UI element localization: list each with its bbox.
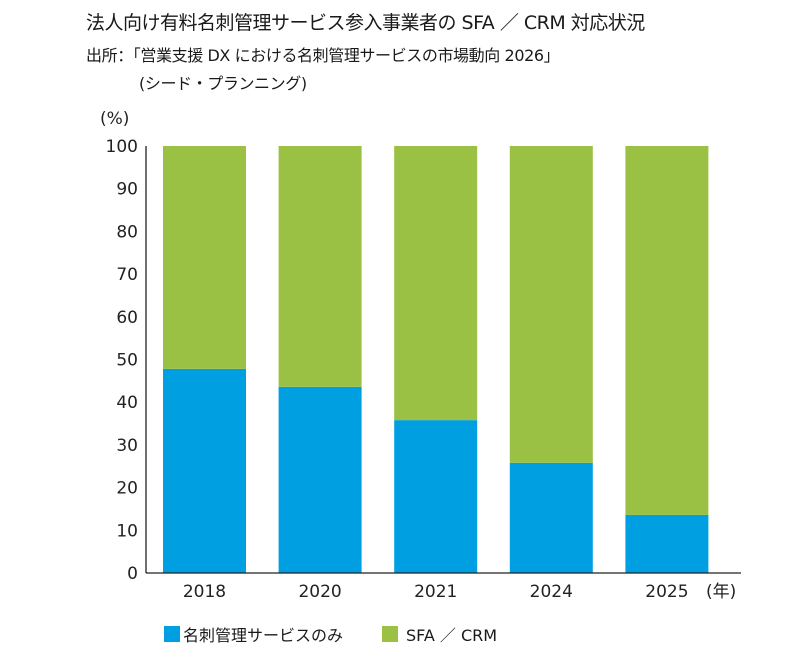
bar-card-only-2018 <box>163 368 246 573</box>
bar-sfa-crm-2024 <box>509 146 593 463</box>
bar-card-only-2025 <box>625 514 709 573</box>
y-tick-label: 60 <box>116 308 138 328</box>
bar-card-only-2024 <box>509 462 593 573</box>
legend-label-card-only: 名刺管理サービスのみ <box>183 626 344 645</box>
bars <box>163 146 709 573</box>
source-line-2: (シード・プランニング) <box>139 74 307 93</box>
x-tick-label: 2024 <box>530 582 573 602</box>
bar-sfa-crm-2018 <box>163 146 246 369</box>
legend-swatch-sfa-crm <box>382 626 398 642</box>
chart-title: 法人向け有料名刺管理サービス参入事業者の SFA ／ CRM 対応状況 <box>86 12 645 34</box>
y-tick-label: 50 <box>116 351 138 371</box>
y-tick-label: 0 <box>127 564 138 584</box>
x-axis-label: (年) <box>706 582 736 602</box>
bar-sfa-crm-2025 <box>625 146 709 515</box>
y-tick-label: 70 <box>116 265 138 285</box>
y-tick-label: 30 <box>116 436 138 456</box>
bar-card-only-2020 <box>278 386 362 573</box>
y-axis-label: (%) <box>100 109 129 129</box>
legend-label-sfa-crm: SFA ／ CRM <box>406 626 498 645</box>
x-tick-label: 2025 <box>645 582 688 602</box>
x-tick-label: 2020 <box>298 582 341 602</box>
legend-item-card-only: 名刺管理サービスのみ <box>164 622 343 646</box>
legend-swatch-card-only <box>164 626 180 642</box>
x-axis-ticks: 2018 2020 2021 2024 2025 <box>183 582 689 602</box>
bar-sfa-crm-2020 <box>278 146 362 387</box>
legend-item-sfa-crm: SFA ／ CRM <box>382 622 497 646</box>
y-tick-label: 20 <box>116 479 138 499</box>
y-tick-label: 90 <box>116 180 138 200</box>
source-line-1: 出所：「営業支援 DX における名刺管理サービスの市場動向 2026」 <box>86 46 560 65</box>
y-tick-label: 40 <box>116 393 138 413</box>
y-tick-label: 80 <box>116 222 138 242</box>
y-axis-ticks: 0 10 20 30 40 50 60 70 80 90 100 <box>106 137 138 584</box>
x-tick-label: 2021 <box>414 582 457 602</box>
bar-sfa-crm-2021 <box>394 146 478 421</box>
y-tick-label: 10 <box>116 521 138 541</box>
y-tick-label: 100 <box>106 137 138 157</box>
bar-card-only-2021 <box>394 420 478 573</box>
x-tick-label: 2018 <box>183 582 226 602</box>
